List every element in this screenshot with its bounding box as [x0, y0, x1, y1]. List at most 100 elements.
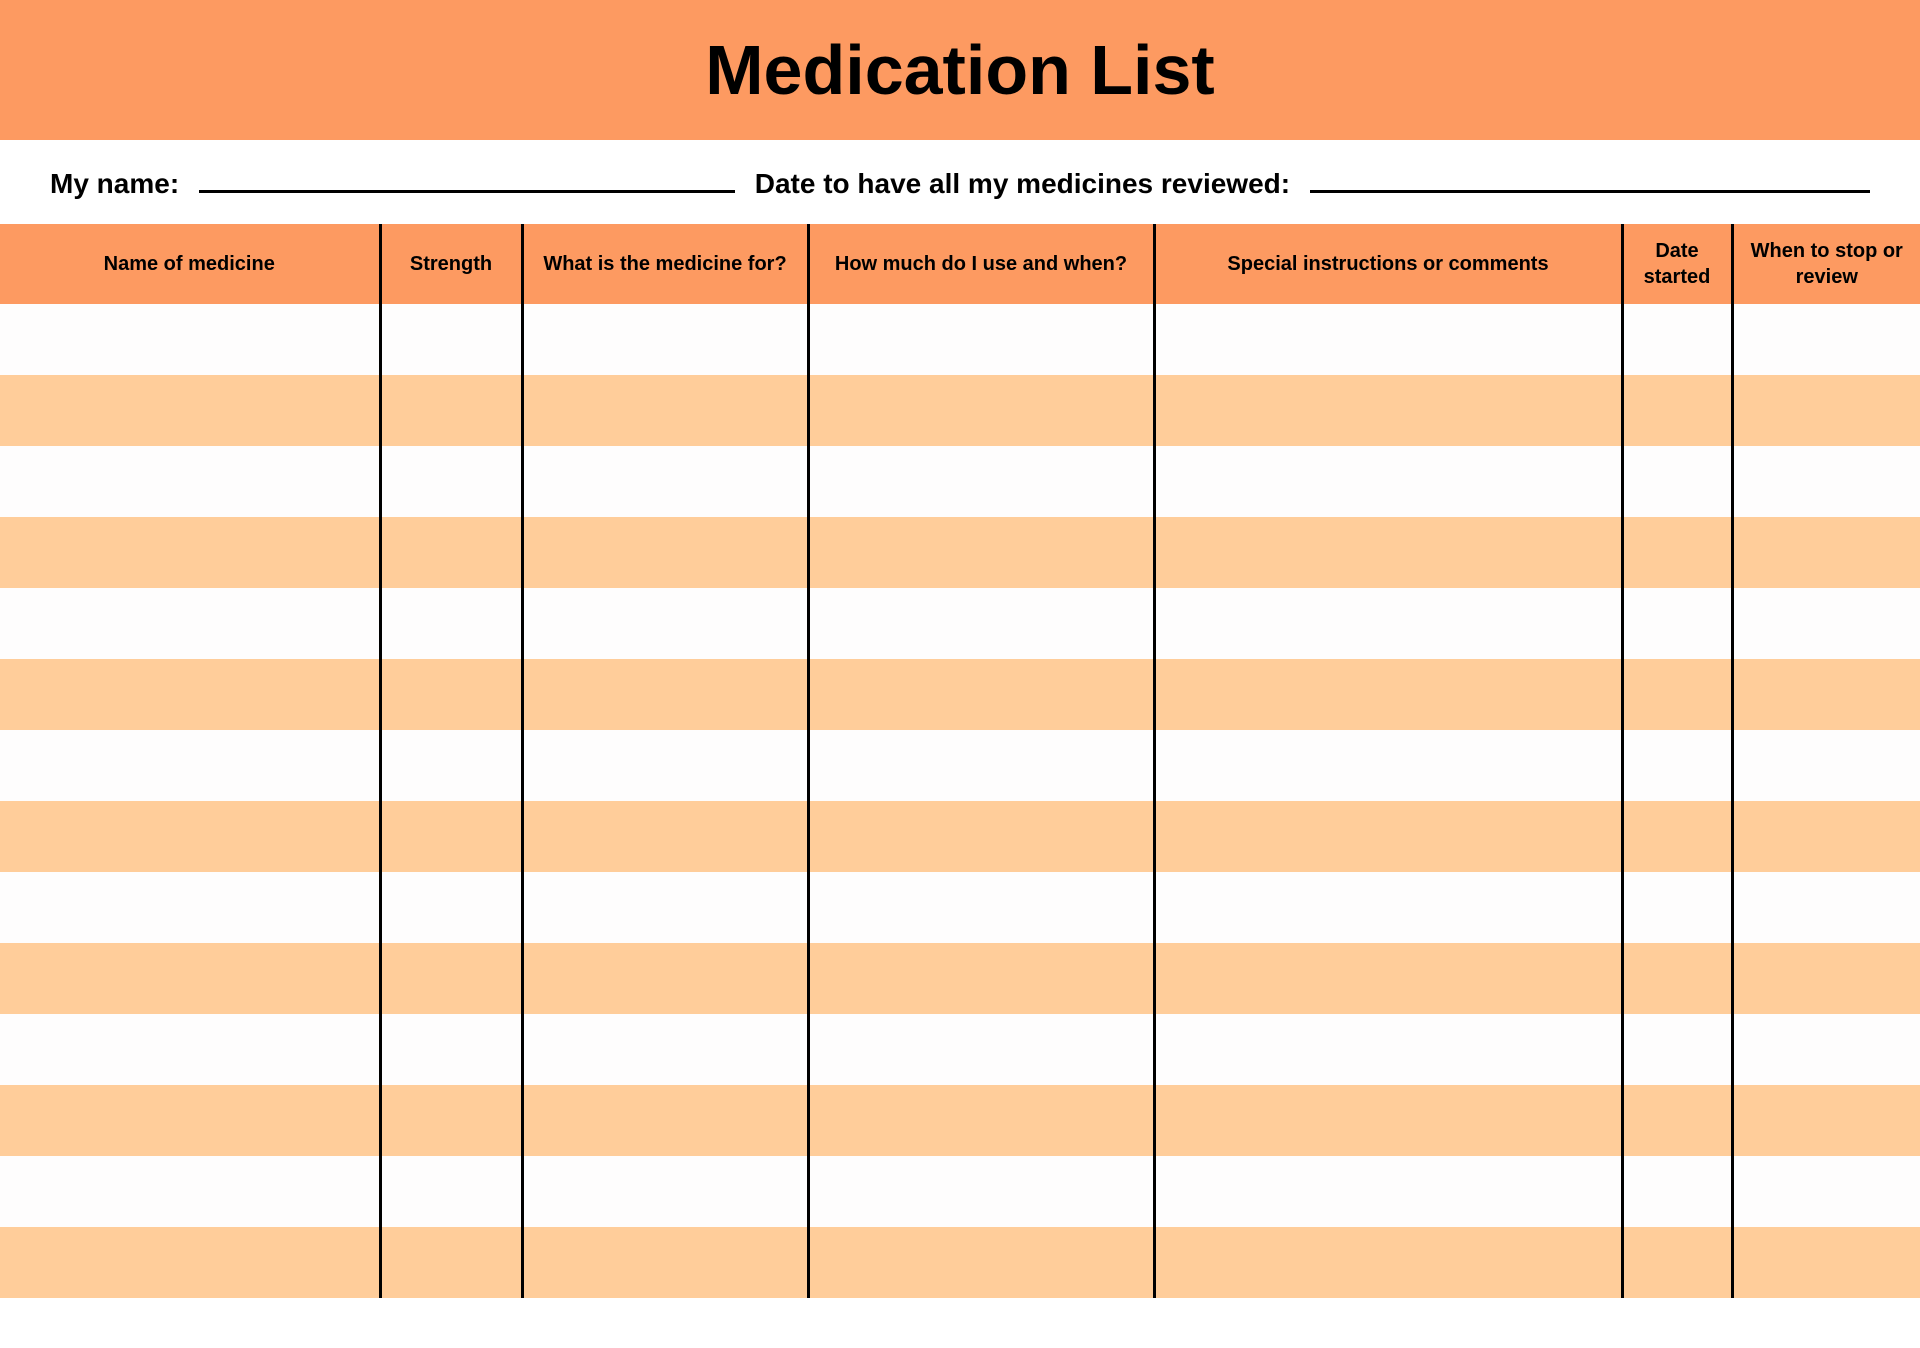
- table-cell[interactable]: [522, 1085, 808, 1156]
- table-cell[interactable]: [380, 1085, 522, 1156]
- table-cell[interactable]: [522, 517, 808, 588]
- table-cell[interactable]: [1154, 1085, 1622, 1156]
- table-cell[interactable]: [1622, 659, 1732, 730]
- table-cell[interactable]: [1732, 1156, 1920, 1227]
- table-cell[interactable]: [0, 801, 380, 872]
- table-cell[interactable]: [380, 801, 522, 872]
- table-cell[interactable]: [1622, 375, 1732, 446]
- table-cell[interactable]: [1732, 943, 1920, 1014]
- table-cell[interactable]: [0, 1156, 380, 1227]
- table-cell[interactable]: [1154, 659, 1622, 730]
- table-cell[interactable]: [0, 943, 380, 1014]
- table-cell[interactable]: [1732, 304, 1920, 375]
- table-cell[interactable]: [0, 446, 380, 517]
- table-cell[interactable]: [1622, 1227, 1732, 1298]
- table-cell[interactable]: [1732, 375, 1920, 446]
- table-cell[interactable]: [1154, 730, 1622, 801]
- table-cell[interactable]: [1154, 1014, 1622, 1085]
- table-cell[interactable]: [380, 943, 522, 1014]
- table-cell[interactable]: [0, 517, 380, 588]
- table-cell[interactable]: [808, 801, 1154, 872]
- table-cell[interactable]: [1732, 1227, 1920, 1298]
- table-cell[interactable]: [1732, 517, 1920, 588]
- table-cell[interactable]: [522, 943, 808, 1014]
- table-cell[interactable]: [1732, 446, 1920, 517]
- table-row[interactable]: [0, 1227, 1920, 1298]
- table-cell[interactable]: [522, 872, 808, 943]
- table-cell[interactable]: [1622, 1156, 1732, 1227]
- table-cell[interactable]: [380, 446, 522, 517]
- table-cell[interactable]: [380, 304, 522, 375]
- table-cell[interactable]: [1732, 659, 1920, 730]
- table-cell[interactable]: [1154, 872, 1622, 943]
- table-cell[interactable]: [808, 375, 1154, 446]
- table-cell[interactable]: [1154, 375, 1622, 446]
- table-cell[interactable]: [522, 659, 808, 730]
- table-cell[interactable]: [0, 659, 380, 730]
- table-cell[interactable]: [808, 588, 1154, 659]
- table-cell[interactable]: [522, 801, 808, 872]
- table-cell[interactable]: [1154, 1227, 1622, 1298]
- table-row[interactable]: [0, 1085, 1920, 1156]
- table-cell[interactable]: [1622, 872, 1732, 943]
- table-cell[interactable]: [0, 588, 380, 659]
- table-cell[interactable]: [808, 1227, 1154, 1298]
- table-cell[interactable]: [380, 1156, 522, 1227]
- table-cell[interactable]: [380, 730, 522, 801]
- table-cell[interactable]: [1732, 1085, 1920, 1156]
- table-cell[interactable]: [1732, 1014, 1920, 1085]
- table-row[interactable]: [0, 1014, 1920, 1085]
- table-row[interactable]: [0, 1156, 1920, 1227]
- table-row[interactable]: [0, 801, 1920, 872]
- name-field-line[interactable]: [199, 190, 735, 193]
- table-cell[interactable]: [0, 1227, 380, 1298]
- table-cell[interactable]: [1732, 730, 1920, 801]
- table-cell[interactable]: [1154, 304, 1622, 375]
- table-cell[interactable]: [1154, 801, 1622, 872]
- table-cell[interactable]: [1622, 943, 1732, 1014]
- table-cell[interactable]: [0, 872, 380, 943]
- table-cell[interactable]: [1732, 801, 1920, 872]
- table-cell[interactable]: [380, 1014, 522, 1085]
- table-cell[interactable]: [380, 659, 522, 730]
- table-cell[interactable]: [0, 1085, 380, 1156]
- table-cell[interactable]: [1622, 588, 1732, 659]
- table-row[interactable]: [0, 943, 1920, 1014]
- table-row[interactable]: [0, 517, 1920, 588]
- table-cell[interactable]: [522, 446, 808, 517]
- table-cell[interactable]: [0, 304, 380, 375]
- table-cell[interactable]: [380, 375, 522, 446]
- table-cell[interactable]: [1622, 446, 1732, 517]
- table-cell[interactable]: [1732, 588, 1920, 659]
- review-date-field-line[interactable]: [1310, 190, 1870, 193]
- table-cell[interactable]: [0, 730, 380, 801]
- table-cell[interactable]: [522, 1014, 808, 1085]
- table-cell[interactable]: [1154, 446, 1622, 517]
- table-cell[interactable]: [808, 1156, 1154, 1227]
- table-cell[interactable]: [1154, 588, 1622, 659]
- table-row[interactable]: [0, 588, 1920, 659]
- table-cell[interactable]: [380, 872, 522, 943]
- table-cell[interactable]: [1622, 304, 1732, 375]
- table-cell[interactable]: [522, 375, 808, 446]
- table-row[interactable]: [0, 730, 1920, 801]
- table-cell[interactable]: [380, 588, 522, 659]
- table-row[interactable]: [0, 304, 1920, 375]
- table-cell[interactable]: [808, 730, 1154, 801]
- table-cell[interactable]: [1154, 943, 1622, 1014]
- table-cell[interactable]: [1154, 1156, 1622, 1227]
- table-cell[interactable]: [522, 304, 808, 375]
- table-row[interactable]: [0, 375, 1920, 446]
- table-cell[interactable]: [1622, 1085, 1732, 1156]
- table-cell[interactable]: [808, 446, 1154, 517]
- table-cell[interactable]: [1622, 730, 1732, 801]
- table-row[interactable]: [0, 872, 1920, 943]
- table-cell[interactable]: [808, 1014, 1154, 1085]
- table-cell[interactable]: [522, 730, 808, 801]
- table-cell[interactable]: [1622, 517, 1732, 588]
- table-cell[interactable]: [1622, 801, 1732, 872]
- table-row[interactable]: [0, 659, 1920, 730]
- table-cell[interactable]: [808, 659, 1154, 730]
- table-cell[interactable]: [522, 1227, 808, 1298]
- table-cell[interactable]: [380, 517, 522, 588]
